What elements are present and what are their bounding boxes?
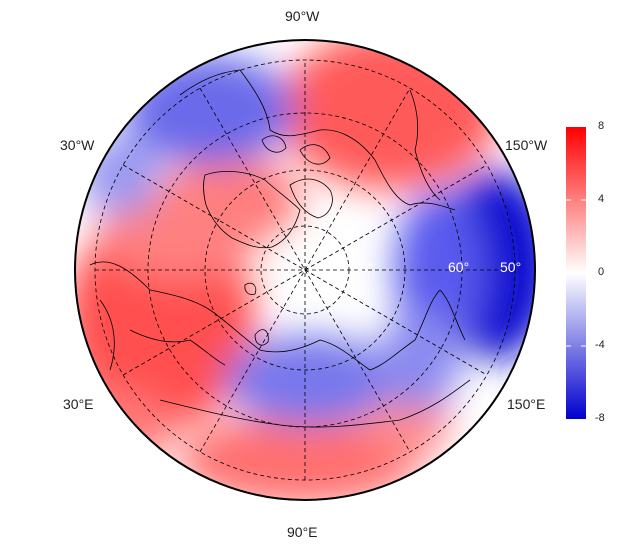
colorbar-tick-label: 0 xyxy=(598,266,605,278)
graticule xyxy=(94,59,516,481)
lat-label-80: 80° xyxy=(352,259,374,275)
lon-label-90w: 90°W xyxy=(285,8,320,24)
colorbar-ticks xyxy=(566,199,586,347)
siberia-negative xyxy=(225,335,395,425)
coastlines xyxy=(89,69,471,428)
colorbar-tick-label: 4 xyxy=(598,193,605,205)
colorbar-tick-label: -4 xyxy=(595,339,605,351)
meridian-line xyxy=(199,87,411,453)
globe-border xyxy=(74,39,536,501)
lon-label-150e: 150°E xyxy=(507,396,546,412)
anomaly-field xyxy=(75,40,535,500)
alaska-canada-positive xyxy=(280,40,500,190)
lon-label-90e: 90°E xyxy=(287,524,318,540)
lon-label-150w: 150°W xyxy=(505,137,548,153)
lat-label-50: 50° xyxy=(500,259,522,275)
greenland-coast xyxy=(203,170,301,249)
colorbar-tick-label: 8 xyxy=(598,120,605,132)
north-atlantic-negative xyxy=(125,55,295,165)
lon-label-30e: 30°E xyxy=(63,396,94,412)
colorbar-tick-label: -8 xyxy=(595,412,605,424)
lon-label-30w: 30°W xyxy=(60,137,95,153)
lat-label-60: 60° xyxy=(448,259,470,275)
